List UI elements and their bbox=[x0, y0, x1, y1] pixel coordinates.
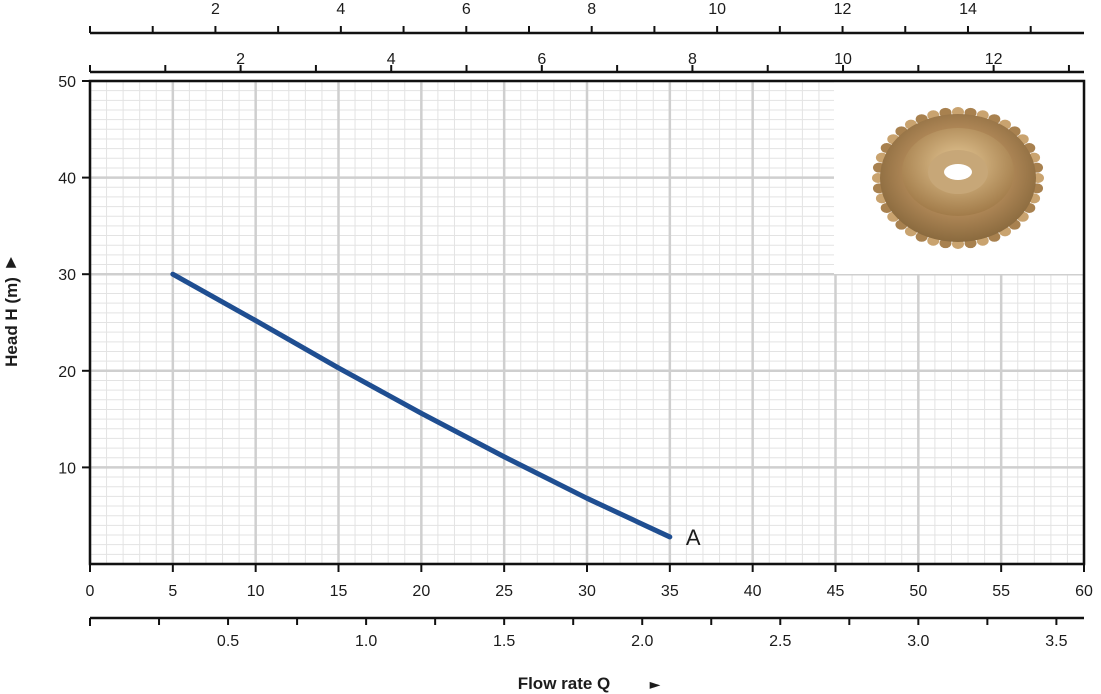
top-inner-tick-label: 6 bbox=[537, 51, 546, 68]
top-outer-tick-label: 4 bbox=[336, 1, 345, 18]
y-axis-arrow: ▲ bbox=[6, 254, 17, 270]
impeller-image bbox=[834, 81, 1084, 274]
series-line bbox=[170, 271, 673, 540]
bottom-lower-tick-label: 2.0 bbox=[631, 633, 653, 650]
bottom-lower-tick-label: 1.0 bbox=[355, 633, 377, 650]
top-outer-tick-label: 8 bbox=[587, 1, 596, 18]
top-outer-tick-label: 12 bbox=[834, 1, 852, 18]
bottom-lower-tick-label: 3.0 bbox=[907, 633, 929, 650]
x-tick-label: 60 bbox=[1075, 583, 1093, 600]
y-tick-label: 30 bbox=[58, 267, 76, 284]
bottom-lower-tick-label: 3.5 bbox=[1045, 633, 1067, 650]
series-label: A bbox=[686, 525, 701, 550]
x-tick-label: 50 bbox=[909, 583, 927, 600]
x-tick-label: 15 bbox=[330, 583, 348, 600]
x-axis-arrow: ► bbox=[650, 677, 661, 693]
top-inner-tick-label: 8 bbox=[688, 51, 697, 68]
top-outer-tick-label: 14 bbox=[959, 1, 977, 18]
x-axis-title: Flow rate Q bbox=[518, 674, 611, 693]
x-tick-label: 20 bbox=[412, 583, 430, 600]
x-tick-label: 40 bbox=[744, 583, 762, 600]
x-tick-label: 10 bbox=[247, 583, 265, 600]
x-tick-label: 25 bbox=[495, 583, 513, 600]
top-inner-tick-label: 12 bbox=[985, 51, 1003, 68]
x-tick-label: 35 bbox=[661, 583, 679, 600]
bottom-lower-tick-label: 0.5 bbox=[217, 633, 239, 650]
top-outer-tick-label: 6 bbox=[462, 1, 471, 18]
top-inner-tick-label: 2 bbox=[236, 51, 245, 68]
top-inner-tick-label: 10 bbox=[834, 51, 852, 68]
y-tick-label: 40 bbox=[58, 171, 76, 188]
series-layer: A bbox=[170, 271, 701, 550]
top-outer-tick-label: 2 bbox=[211, 1, 220, 18]
bottom-lower-tick-label: 2.5 bbox=[769, 633, 791, 650]
tick-labels: 0 5 10 15 20 25 30 35 40 45 50 55 60 10 20 30 40 50 0.5 1.0… bbox=[58, 1, 1093, 650]
axis-ticks bbox=[82, 26, 1085, 626]
bottom-lower-tick-label: 1.5 bbox=[493, 633, 515, 650]
x-tick-label: 0 bbox=[86, 583, 95, 600]
y-tick-label: 10 bbox=[58, 460, 76, 477]
top-outer-tick-label: 10 bbox=[708, 1, 726, 18]
x-tick-label: 45 bbox=[827, 583, 845, 600]
y-tick-label: 20 bbox=[58, 364, 76, 381]
x-tick-label: 30 bbox=[578, 583, 596, 600]
x-tick-label: 55 bbox=[992, 583, 1010, 600]
y-axis-title: Head H (m) bbox=[2, 277, 21, 367]
x-tick-label: 5 bbox=[168, 583, 177, 600]
top-inner-tick-label: 4 bbox=[387, 51, 396, 68]
y-tick-label: 50 bbox=[58, 74, 76, 91]
